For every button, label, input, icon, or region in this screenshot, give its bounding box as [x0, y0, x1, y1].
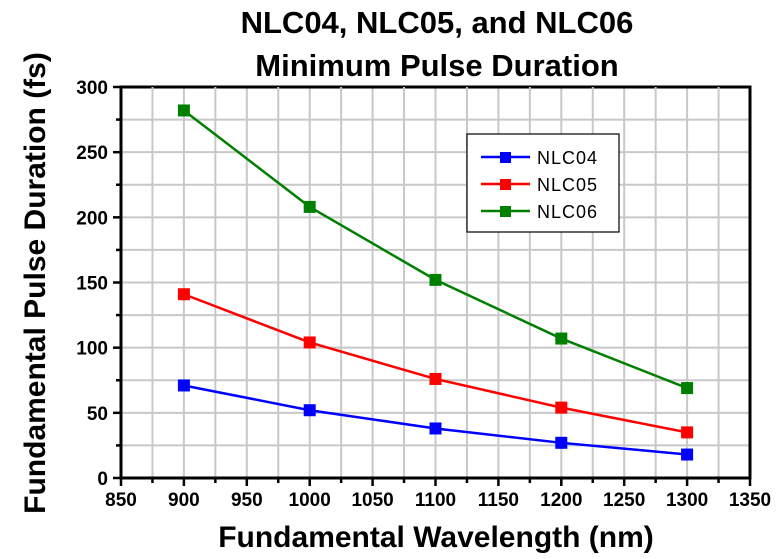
chart-title-line-1: NLC04, NLC05, and NLC06: [241, 5, 634, 40]
x-tick-label: 1200: [540, 490, 582, 511]
data-point-nlc05: [177, 288, 190, 301]
x-axis-label: Fundamental Wavelength (nm): [218, 521, 654, 554]
data-point-nlc04: [681, 448, 694, 461]
data-point-nlc06: [429, 273, 442, 286]
y-tick-label: 0: [97, 469, 108, 490]
data-point-nlc04: [429, 422, 442, 435]
y-tick-label: 250: [76, 143, 108, 164]
legend-item-nlc04: NLC04: [481, 148, 598, 168]
legend-marker-icon: [500, 206, 511, 217]
series-nlc04: [177, 379, 694, 461]
chart-title-line-2: Minimum Pulse Duration: [255, 48, 618, 83]
series-nlc05: [177, 288, 694, 439]
legend-item-nlc06: NLC06: [481, 202, 598, 222]
series-nlc06: [177, 104, 694, 395]
legend: NLC04 NLC05 NLC06: [466, 133, 620, 233]
y-tick-label: 200: [76, 208, 108, 229]
x-tick-label: 850: [105, 490, 137, 511]
x-tick-label: 1100: [415, 490, 456, 511]
data-point-nlc05: [429, 372, 442, 385]
legend-item-nlc05: NLC05: [481, 175, 598, 195]
x-tick-label: 1300: [666, 490, 708, 511]
x-tick-label: 1150: [478, 490, 519, 511]
x-tick-label: 900: [168, 490, 200, 511]
y-tick-label: 100: [76, 339, 108, 360]
data-point-nlc06: [681, 382, 694, 395]
legend-label: NLC04: [537, 148, 598, 168]
data-point-nlc05: [681, 426, 694, 439]
series-group: [177, 104, 694, 461]
x-tick-label: 1050: [351, 490, 393, 511]
x-tick-label: 1000: [289, 490, 331, 511]
data-point-nlc04: [303, 404, 316, 417]
legend-marker-icon: [500, 152, 511, 163]
ticks: [113, 85, 752, 486]
x-tick-label: 950: [231, 490, 263, 511]
legend-label: NLC05: [537, 175, 598, 195]
data-point-nlc04: [555, 436, 568, 449]
data-point-nlc06: [555, 332, 568, 345]
x-tick-label: 1350: [729, 490, 771, 511]
data-point-nlc05: [555, 401, 568, 414]
legend-label: NLC06: [537, 202, 598, 222]
data-point-nlc04: [177, 379, 190, 392]
y-tick-label: 150: [76, 274, 108, 295]
y-tick-label: 300: [76, 78, 108, 99]
y-axis-label: Fundamental Pulse Duration (fs): [19, 52, 52, 514]
tick-labels: 850 900 950 1000 1050 1100 1150 1200 1250 1300 135…: [76, 78, 771, 511]
y-tick-label: 50: [87, 404, 108, 425]
data-point-nlc06: [177, 104, 190, 117]
legend-marker-icon: [500, 179, 511, 190]
data-point-nlc06: [303, 200, 316, 213]
x-tick-label: 1250: [603, 490, 645, 511]
data-point-nlc05: [303, 336, 316, 349]
